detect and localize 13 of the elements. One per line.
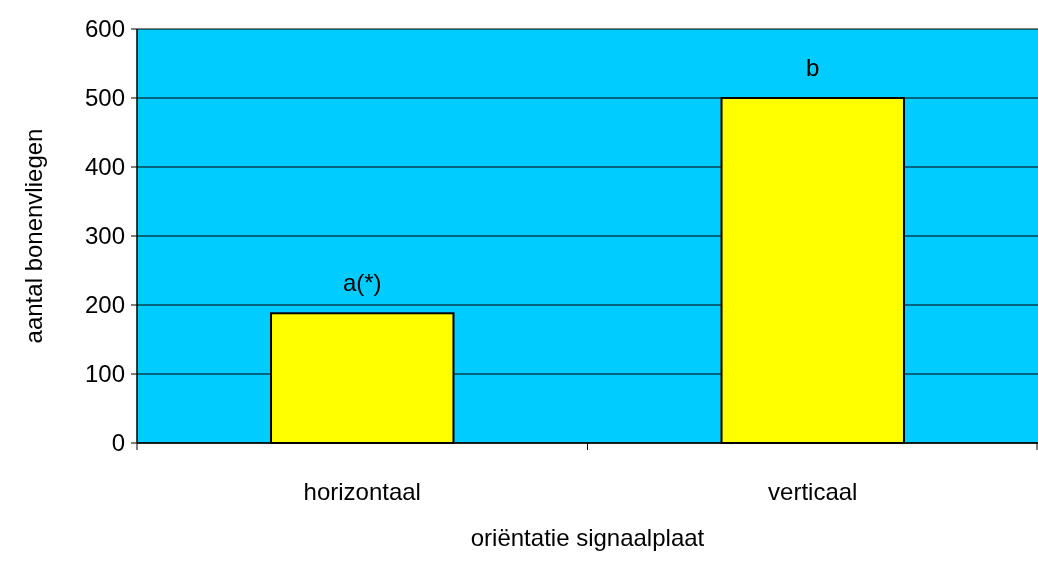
annotation: b	[806, 54, 820, 81]
y-axis-title: aantal bonenvliegen	[20, 128, 47, 344]
y-tick-label: 200	[84, 291, 125, 319]
x-tick-label: verticaal	[768, 478, 858, 505]
y-tick-label: 600	[84, 15, 125, 43]
annotation: a(*)	[342, 269, 382, 297]
y-tick-label: 0	[111, 429, 125, 457]
y-tick-label: 500	[84, 84, 125, 112]
y-tick-label: 100	[84, 360, 125, 388]
x-axis-title: oriëntatie signaalplaat	[470, 524, 705, 551]
y-tick-label: 300	[84, 222, 125, 250]
x-tick-label: horizontaal	[303, 478, 421, 505]
y-tick-label: 400	[84, 153, 125, 181]
